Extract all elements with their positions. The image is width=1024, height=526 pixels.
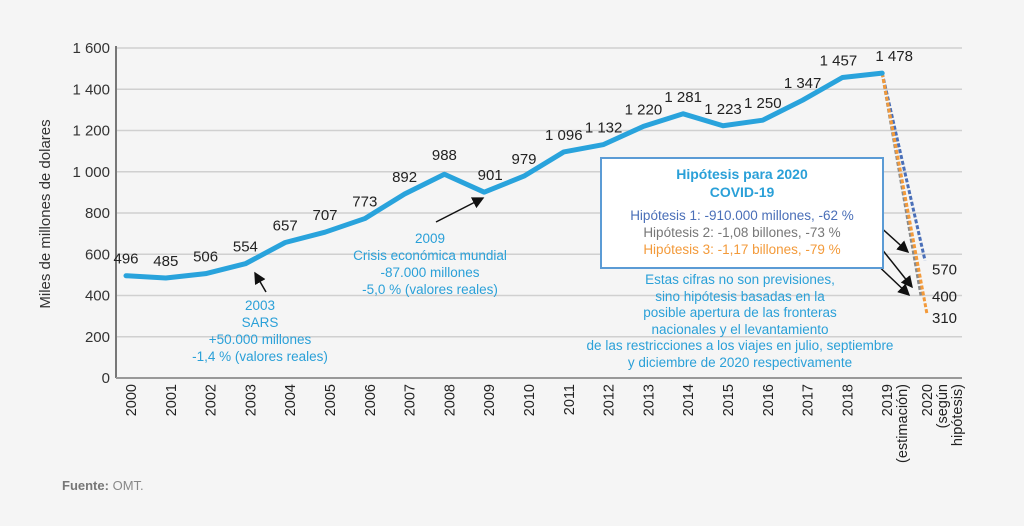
data-label: 1 220 bbox=[625, 101, 663, 118]
x-tick-label: 2006 bbox=[363, 384, 379, 416]
data-label: 979 bbox=[511, 151, 536, 168]
x-tick-label: 2000 bbox=[124, 384, 140, 416]
y-tick-label: 1 600 bbox=[72, 40, 110, 57]
x-tick-label: 2016 bbox=[761, 384, 777, 416]
data-label: 1 096 bbox=[545, 127, 583, 144]
data-label: 657 bbox=[273, 217, 298, 234]
data-label: 892 bbox=[392, 169, 417, 186]
x-tick-label: 2008 bbox=[442, 384, 458, 416]
y-tick-label: 0 bbox=[102, 370, 110, 387]
y-tick-label: 1 000 bbox=[72, 164, 110, 181]
annotation-line: 2003 bbox=[244, 298, 276, 313]
x-tick-label: 2013 bbox=[641, 384, 657, 416]
x-tick-label: 2015 bbox=[721, 384, 737, 416]
data-label: 1 478 bbox=[875, 48, 913, 65]
box-title: Hipótesis para 2020 bbox=[676, 166, 808, 182]
hypothesis-note: Estas cifras no son previsiones, sino hi… bbox=[570, 272, 910, 371]
data-label: 1 281 bbox=[664, 89, 702, 106]
x-tick-label: 2001 bbox=[164, 384, 180, 416]
annotation-2009: 2009 Crisis económica mundial -87.000 mi… bbox=[330, 230, 530, 298]
source-label: Fuente: bbox=[62, 478, 109, 493]
data-label: 1 132 bbox=[585, 120, 623, 137]
annotation-line: SARS bbox=[241, 315, 279, 330]
data-label: 554 bbox=[233, 239, 258, 256]
x-tick-label: 2004 bbox=[283, 384, 299, 416]
hypothesis-line bbox=[880, 72, 929, 315]
x-tick-label: 2005 bbox=[323, 384, 339, 416]
annotation-2003: 2003 SARS +50.000 millones -1,4 % (valor… bbox=[180, 297, 340, 365]
note-line: Estas cifras no son previsiones, bbox=[645, 272, 835, 287]
x-tick-label: 2018 bbox=[840, 384, 856, 416]
y-tick-label: 1 400 bbox=[72, 81, 110, 98]
data-label: 901 bbox=[478, 167, 503, 184]
hypothesis-value-label: 310 bbox=[932, 310, 957, 327]
box-subtitle: COVID-19 bbox=[709, 184, 775, 200]
annotation-line: -87.000 millones bbox=[380, 265, 480, 280]
note-line: y diciembre de 2020 respectivamente bbox=[627, 354, 853, 370]
x-tick-label: 2019(estimación) bbox=[880, 384, 911, 463]
x-tick-label: 2011 bbox=[562, 384, 578, 415]
x-tick-label: 2003 bbox=[243, 384, 259, 416]
note-line: posible apertura de las fronteras bbox=[643, 305, 837, 320]
data-label: 1 250 bbox=[744, 95, 782, 112]
hypothesis-2: Hipótesis 2: -1,08 billones, -73 % bbox=[643, 225, 841, 240]
y-tick-label: 800 bbox=[85, 205, 110, 222]
data-label: 506 bbox=[193, 249, 218, 266]
data-label: 773 bbox=[352, 194, 377, 211]
x-tick-label: 2002 bbox=[204, 384, 220, 416]
y-tick-label: 400 bbox=[85, 288, 110, 305]
annotation-line: -1,4 % (valores reales) bbox=[192, 349, 328, 364]
x-tick-label: 2014 bbox=[681, 384, 697, 416]
data-label: 496 bbox=[113, 251, 138, 268]
x-tick-label: 2012 bbox=[602, 384, 618, 416]
source-value: OMT. bbox=[112, 478, 144, 493]
note-line: de las restricciones a los viajes en jul… bbox=[586, 338, 894, 353]
hypothesis-3: Hipótesis 3: -1,17 billones, -79 % bbox=[643, 242, 841, 257]
x-tick-label: 2017 bbox=[801, 384, 817, 416]
hypothesis-line bbox=[880, 72, 927, 261]
data-label: 1 457 bbox=[820, 52, 858, 69]
data-label: 707 bbox=[312, 207, 337, 224]
data-label: 485 bbox=[153, 253, 178, 270]
note-line: nacionales y el levantamiento bbox=[651, 321, 829, 337]
data-label: 988 bbox=[432, 147, 457, 164]
hypothesis-value-label: 400 bbox=[932, 289, 957, 306]
x-tick-label: 2007 bbox=[403, 384, 419, 416]
annotation-arrow bbox=[254, 271, 267, 293]
y-tick-label: 200 bbox=[85, 329, 110, 346]
x-tick-label: 2010 bbox=[522, 384, 538, 416]
hypotheses-box: Hipótesis para 2020 COVID-19 Hipótesis 1… bbox=[600, 157, 884, 269]
annotation-line: +50.000 millones bbox=[208, 332, 312, 347]
y-tick-label: 1 200 bbox=[72, 123, 110, 140]
revenue-line bbox=[123, 70, 885, 281]
y-tick-label: 600 bbox=[85, 246, 110, 263]
x-tick-label: 2020(segúnhipótesis) bbox=[920, 384, 966, 446]
annotation-line: -5,0 % (valores reales) bbox=[362, 282, 498, 297]
data-label: 1 223 bbox=[704, 101, 742, 118]
hypothesis-1: Hipótesis 1: -910.000 millones, -62 % bbox=[630, 208, 854, 223]
note-line: sino hipótesis basadas en la bbox=[655, 288, 825, 304]
annotation-arrow bbox=[435, 197, 485, 223]
data-label: 1 347 bbox=[784, 75, 822, 92]
x-tick-label: 2009 bbox=[482, 384, 498, 416]
hypothesis-value-label: 570 bbox=[932, 261, 957, 278]
y-axis-label: Miles de millones de dolares bbox=[37, 119, 54, 308]
source-note: Fuente: OMT. bbox=[62, 478, 144, 493]
annotation-line: 2009 bbox=[414, 231, 446, 246]
annotation-line: Crisis económica mundial bbox=[353, 248, 507, 263]
